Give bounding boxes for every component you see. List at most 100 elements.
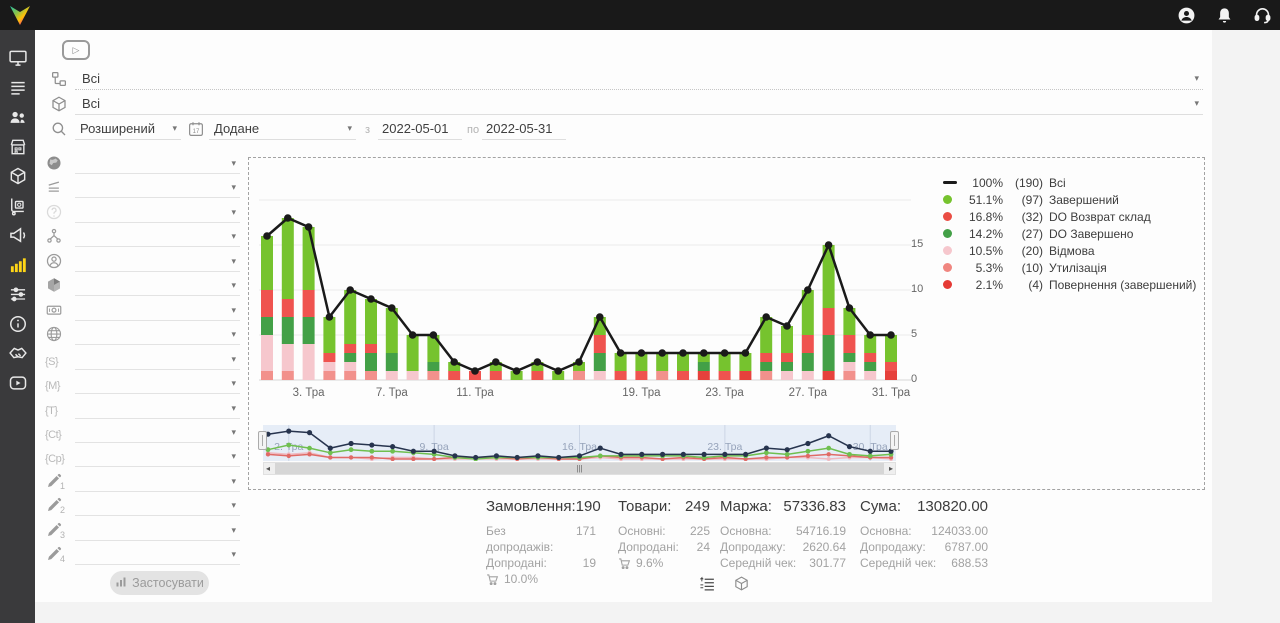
funnel-select[interactable]: ▾ [75,178,240,199]
category-tree-icon [50,70,68,88]
stat-sub-label: Основна: [720,524,772,538]
svg-text:23. Тра: 23. Тра [707,441,742,453]
legend-label: Завершений [1049,192,1119,207]
date-from-input[interactable]: 2022-05-01 [378,118,462,140]
legend-dot-marker [943,195,959,204]
sidebar-item-partners-icon[interactable] [8,343,28,363]
legend-count: (190) [1014,175,1043,190]
marker-ct-select[interactable]: ▾ [75,423,240,443]
sidebar-item-marketing-icon[interactable] [8,225,28,245]
chevron-down-icon: ▾ [231,158,236,168]
chevron-down-icon: ▾ [231,549,236,560]
sidebar-item-settings-icon[interactable] [8,284,28,304]
stat-sub-value: 19 [582,556,596,570]
orders-chart-panel: 3. Тра 7. Тра 11. Тра 19. Тра 23. Тра 27. Тра… [248,157,1205,490]
chevron-down-icon: ▾ [1194,73,1199,83]
product-select[interactable]: Всі ▾ [75,93,1203,115]
date-to-input[interactable]: 2022-05-31 [482,118,566,140]
legend-item-утилізація[interactable]: 5.3% (10) Утилізація [943,259,1196,276]
stat-value: 190 [575,498,601,515]
payment-icon [45,301,63,319]
legend-item-do-завершено[interactable]: 14.2% (27) DO Завершено [943,225,1196,242]
navigator-left-handle[interactable] [258,431,267,450]
orders-status-chart: 3. Тра 7. Тра 11. Тра 19. Тра 23. Тра 27. Тра… [259,199,911,399]
custom-field-1-select[interactable]: ▾ [75,472,240,492]
legend-item-відмова[interactable]: 10.5% (20) Відмова [943,242,1196,259]
marker-s-select[interactable]: ▾ [75,350,240,370]
stat-column-margin: Маржа: 57336.83 Основна: 54716.19 Допродажу:… [720,498,846,571]
upsell-cart-icon [486,573,499,586]
video-tutorial-button[interactable]: ▷ [62,40,90,60]
legend-count: (27) [1021,226,1043,241]
sidebar-item-products-icon[interactable] [8,166,28,186]
unknown-icon [45,203,63,221]
navigator-right-handle[interactable] [890,431,899,450]
list-view-toggle-icon[interactable] [699,575,716,592]
source-select[interactable]: ▾ [75,154,240,174]
legend-item-повернення-завершений-[interactable]: 2.1% (4) Повернення (завершений) [943,276,1196,293]
legend-item-do-возврат-склад[interactable]: 16.8% (32) DO Возврат склад [943,208,1196,225]
calendar-icon: 17 [187,120,205,138]
legend-dot-marker [943,280,959,289]
sidebar-item-supply-icon[interactable] [8,196,28,216]
topbar-actions [1177,0,1272,30]
scroll-left-icon[interactable]: ◂ [266,464,271,473]
legend-label: Повернення (завершений) [1049,277,1197,292]
sidebar-item-dashboard-icon[interactable] [8,48,28,68]
custom-field-4-number: 4 [60,554,66,565]
legend-item-всі[interactable]: 100% (190) Всі [943,174,1196,191]
sidebar-item-info-icon[interactable] [8,314,28,334]
chevron-down-icon: ▾ [231,304,236,315]
date-field-select[interactable]: Додане ▾ [209,118,356,140]
marker-cp-icon: {Cp} [45,453,65,466]
legend-count: (32) [1021,209,1043,224]
sidebar-item-orders-icon[interactable] [8,78,28,98]
custom-field-3-select[interactable]: ▾ [75,521,240,541]
stat-value: 130820.00 [917,498,988,515]
scrollbar-thumb[interactable]: ||| [275,463,884,474]
legend-item-завершений[interactable]: 51.1% (97) Завершений [943,191,1196,208]
chevron-down-icon: ▾ [231,255,236,266]
custom-field-4-icon [45,545,63,563]
structure-select[interactable]: ▾ [75,227,240,248]
product-view-toggle-icon[interactable] [733,575,750,592]
product-select[interactable]: ▾ [75,276,240,297]
chart-scrollbar[interactable]: ◂ ||| ▸ [263,462,896,475]
marker-m-select[interactable]: ▾ [75,374,240,395]
sidebar-item-tutorials-icon[interactable] [8,373,28,393]
legend-percent: 16.8% [968,209,1003,224]
svg-text:19. Тра: 19. Тра [622,387,661,399]
chevron-down-icon: ▾ [231,500,236,511]
sidebar-item-store-icon[interactable] [8,137,28,157]
custom-field-4-select[interactable]: ▾ [75,545,240,566]
legend-count: (20) [1021,243,1043,258]
notifications-bell-icon[interactable] [1215,6,1234,25]
sidebar-item-analytics-icon[interactable] [8,255,28,275]
sidebar-item-customers-icon[interactable] [8,107,28,127]
category-select[interactable]: Всі ▾ [75,68,1203,90]
user-account-icon[interactable] [1177,6,1196,25]
app-logo-icon[interactable] [7,2,33,28]
chart-navigator[interactable]: 2. Тра 9. Тра 16. Тра 23. Тра 30. Тра [263,425,896,461]
chevron-down-icon: ▾ [172,123,177,133]
stat-sub-value: 9.6% [636,556,664,570]
custom-field-2-select[interactable]: ▾ [75,496,240,517]
site-select[interactable]: ▾ [75,325,240,346]
support-headset-icon[interactable] [1253,6,1272,25]
stat-column-orders: Замовлення: 190 Без допродажів: 171 Допродан… [486,498,601,587]
scroll-right-icon[interactable]: ▸ [888,464,893,473]
unknown-select[interactable]: ▾ [75,203,240,223]
legend-percent: 51.1% [968,192,1003,207]
svg-text:3. Тра: 3. Тра [293,387,326,399]
apply-filters-button[interactable]: Застосувати [110,571,209,595]
stat-sub-value: 225 [689,524,710,538]
source-icon [45,154,63,172]
search-mode-select[interactable]: Розширений ▾ [75,118,181,140]
y-axis-label: 5 [911,328,918,340]
marker-t-select[interactable]: ▾ [75,399,240,419]
custom-field-1-number: 1 [60,480,66,491]
payment-select[interactable]: ▾ [75,301,240,321]
manager-select[interactable]: ▾ [75,252,240,272]
marker-cp-select[interactable]: ▾ [75,447,240,468]
